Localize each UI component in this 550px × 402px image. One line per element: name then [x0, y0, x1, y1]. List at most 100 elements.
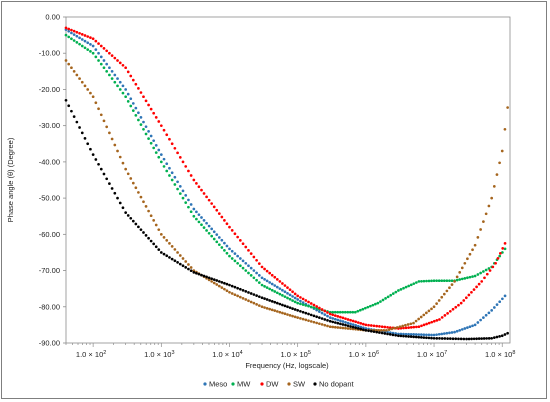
data-point	[210, 202, 214, 205]
data-point	[296, 309, 300, 312]
data-point	[386, 332, 389, 336]
data-point	[173, 259, 177, 263]
data-point	[440, 337, 444, 340]
data-point	[263, 267, 266, 271]
data-point	[339, 326, 342, 330]
data-point	[121, 84, 125, 88]
data-point	[113, 143, 117, 147]
data-point	[159, 124, 163, 128]
data-point	[304, 311, 308, 315]
data-point	[386, 325, 389, 329]
data-point	[495, 173, 499, 176]
x-tick-mantissa: 1.0 × 10	[144, 350, 171, 359]
data-point	[482, 316, 485, 319]
data-point	[265, 298, 269, 301]
data-point	[354, 326, 358, 330]
data-point	[291, 299, 294, 302]
data-point	[270, 282, 274, 286]
data-point	[442, 292, 446, 296]
data-point	[129, 216, 133, 220]
data-point	[482, 270, 485, 273]
data-point	[293, 292, 297, 296]
data-point	[492, 306, 496, 309]
data-point	[320, 317, 324, 320]
data-point	[110, 77, 114, 80]
data-point	[407, 335, 410, 338]
data-point	[286, 305, 289, 309]
data-point	[184, 201, 188, 204]
data-point	[356, 309, 360, 313]
data-point	[168, 242, 171, 245]
data-point	[207, 231, 211, 235]
data-point	[425, 336, 428, 340]
data-point	[354, 324, 358, 327]
data-point	[344, 320, 347, 324]
data-point	[212, 278, 216, 281]
data-point	[283, 290, 287, 294]
data-point	[369, 329, 373, 333]
data-point	[281, 311, 284, 315]
data-point	[470, 290, 473, 294]
data-point	[265, 269, 269, 273]
data-point	[450, 279, 454, 283]
data-point	[427, 309, 431, 313]
data-point	[333, 317, 337, 321]
data-point	[419, 336, 423, 339]
data-point	[503, 127, 507, 131]
data-point	[215, 279, 219, 282]
data-point	[83, 39, 87, 43]
data-point	[318, 306, 321, 310]
data-point	[260, 296, 264, 300]
data-point	[173, 146, 177, 150]
data-point	[144, 125, 148, 129]
data-point	[318, 310, 321, 313]
data-point	[378, 325, 381, 328]
data-point	[184, 266, 188, 269]
data-point	[202, 226, 206, 229]
data-point	[230, 284, 234, 288]
data-point	[307, 319, 310, 323]
data-point	[75, 73, 79, 77]
data-point	[394, 333, 398, 337]
data-point	[414, 335, 418, 339]
data-point	[406, 323, 410, 326]
data-point	[349, 322, 352, 326]
data-point	[176, 187, 179, 191]
data-point	[404, 334, 408, 338]
data-point	[380, 331, 384, 335]
data-point	[482, 337, 486, 340]
data-point	[200, 273, 203, 277]
data-point	[451, 307, 455, 311]
data-point	[471, 275, 474, 278]
data-point	[257, 304, 261, 307]
data-point	[351, 310, 355, 314]
series-mw	[64, 33, 507, 314]
data-point	[462, 299, 466, 302]
data-point	[412, 333, 416, 336]
data-point	[147, 236, 150, 240]
x-tick-label: 1.0 × 106	[349, 350, 379, 359]
data-point	[323, 323, 327, 327]
data-point	[241, 259, 245, 263]
data-point	[67, 35, 71, 39]
data-point	[105, 125, 109, 129]
series-dw	[64, 26, 507, 330]
legend-marker	[287, 382, 291, 386]
data-point	[230, 229, 234, 232]
data-point	[477, 337, 481, 341]
data-point	[336, 310, 340, 314]
data-point	[252, 255, 256, 259]
data-point	[498, 161, 501, 165]
legend-label: DW	[266, 380, 279, 389]
data-point	[118, 88, 122, 91]
data-point	[468, 275, 472, 279]
data-point	[207, 278, 211, 282]
data-point	[415, 281, 418, 284]
data-point	[142, 200, 145, 204]
data-point	[228, 225, 231, 229]
data-point	[275, 291, 279, 295]
data-point	[440, 279, 444, 283]
data-point	[476, 321, 480, 324]
data-point	[159, 153, 163, 156]
data-point	[225, 289, 229, 293]
